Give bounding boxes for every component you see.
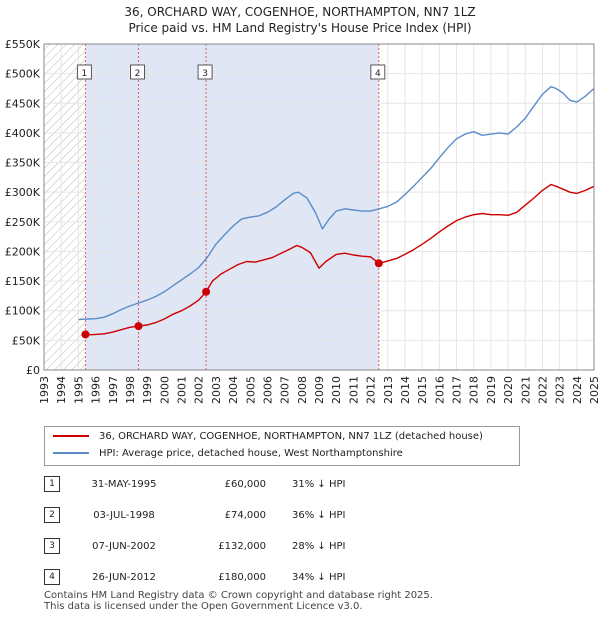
sale-label-box [370, 64, 386, 80]
legend-swatch-property [53, 435, 89, 437]
y-tick-label: £400K [5, 127, 41, 140]
y-tick-label: £250K [5, 216, 41, 229]
ownership-shading [206, 44, 379, 370]
x-tick-label: 2022 [536, 376, 549, 404]
table-row: 1 31-MAY-1995 £60,000 31% ↓ HPI [44, 476, 444, 494]
footer: Contains HM Land Registry data © Crown c… [44, 590, 433, 612]
x-tick-label: 2015 [416, 376, 429, 404]
x-tick-label: 2004 [227, 376, 240, 404]
x-tick-label: 2010 [330, 376, 343, 404]
legend-label-hpi: HPI: Average price, detached house, West… [99, 448, 403, 459]
x-tick-label: 1993 [38, 376, 51, 404]
y-tick-label: £100K [5, 305, 41, 318]
sale-price: £74,000 [224, 510, 266, 521]
chart-title: 36, ORCHARD WAY, COGENHOE, NORTHAMPTON, … [0, 4, 600, 36]
legend-item-property: 36, ORCHARD WAY, COGENHOE, NORTHAMPTON, … [53, 429, 483, 445]
x-tick-label: 2024 [571, 376, 584, 404]
x-tick-label: 2023 [554, 376, 567, 404]
x-tick-label: 2011 [347, 376, 360, 404]
x-tick-label: 2005 [244, 376, 257, 404]
x-tick-label: 2008 [296, 376, 309, 404]
sale-point [374, 259, 383, 268]
hatched-no-data-region [44, 44, 86, 370]
footer-copyright: Contains HM Land Registry data © Crown c… [44, 590, 433, 601]
x-tick-label: 2019 [485, 376, 498, 404]
sale-date: 31-MAY-1995 [91, 479, 157, 490]
sale-label-number: 1 [82, 69, 88, 79]
x-tick-label: 1994 [55, 376, 68, 404]
sale-hpi-diff: 34% ↓ HPI [292, 572, 346, 583]
plot-border [43, 43, 595, 371]
sale-date: 07-JUN-2002 [92, 541, 156, 552]
sale-number-badge: 1 [44, 476, 60, 492]
ownership-shading [85, 44, 139, 370]
sale-hpi-diff: 28% ↓ HPI [292, 541, 346, 552]
x-tick-label: 2025 [588, 376, 600, 404]
x-tick-label: 2017 [451, 376, 464, 404]
hpi-series-line [78, 86, 594, 321]
y-tick-label: £300K [5, 186, 41, 199]
y-tick-label: £150K [5, 275, 41, 288]
x-tick-label: 1999 [141, 376, 154, 404]
sale-hpi-diff: 36% ↓ HPI [292, 510, 346, 521]
price-chart: 1 2 3 4 £0 £50K £100K £150K £200K £250K £300K £350… [5, 38, 600, 404]
y-tick-label: £550K [5, 38, 41, 51]
x-tick-label: 2012 [365, 376, 378, 404]
x-tick-label: 2014 [399, 376, 412, 404]
table-row: 3 07-JUN-2002 £132,000 28% ↓ HPI [44, 538, 444, 556]
x-tick-label: 2016 [433, 376, 446, 404]
x-tick-label: 2013 [382, 376, 395, 404]
title-line-2: Price paid vs. HM Land Registry's House … [128, 21, 472, 35]
table-row: 4 26-JUN-2012 £180,000 34% ↓ HPI [44, 569, 444, 587]
y-tick-label: £200K [5, 245, 41, 258]
sale-number-badge: 2 [44, 507, 60, 523]
x-tick-label: 2020 [502, 376, 515, 404]
title-line-1: 36, ORCHARD WAY, COGENHOE, NORTHAMPTON, … [124, 5, 476, 19]
y-tick-label: £500K [5, 68, 41, 81]
legend-label-property: 36, ORCHARD WAY, COGENHOE, NORTHAMPTON, … [99, 431, 483, 442]
legend-item-hpi: HPI: Average price, detached house, West… [53, 446, 403, 462]
sale-label-box [130, 64, 146, 80]
y-tick-label: £50K [12, 334, 41, 347]
sale-point [202, 287, 211, 296]
x-tick-label: 2007 [279, 376, 292, 404]
x-tick-label: 2002 [193, 376, 206, 404]
x-tick-label: 2009 [313, 376, 326, 404]
x-tick-label: 2021 [519, 376, 532, 404]
sale-price: £132,000 [218, 541, 266, 552]
x-tick-label: 2001 [176, 376, 189, 404]
sale-label-box [76, 64, 92, 80]
ownership-shading [138, 44, 207, 370]
x-tick-label: 1995 [72, 376, 85, 404]
footer-licence: This data is licensed under the Open Gov… [44, 601, 363, 612]
property-series-line [85, 183, 594, 336]
table-row: 2 03-JUL-1998 £74,000 36% ↓ HPI [44, 507, 444, 525]
sale-label-number: 3 [202, 69, 208, 79]
x-tick-label: 2018 [468, 376, 481, 404]
sale-date: 03-JUL-1998 [93, 510, 155, 521]
x-tick-label: 2003 [210, 376, 223, 404]
sale-price: £60,000 [224, 479, 266, 490]
sale-point [81, 330, 90, 339]
x-tick-label: 1997 [107, 376, 120, 404]
sale-price: £180,000 [218, 572, 266, 583]
sale-label-number: 4 [375, 69, 381, 79]
sale-number-badge: 4 [44, 569, 60, 585]
x-tick-label: 1998 [124, 376, 137, 404]
sale-number-badge: 3 [44, 538, 60, 554]
x-tick-label: 1996 [90, 376, 103, 404]
x-tick-label: 2006 [261, 376, 274, 404]
x-tick-label: 2000 [158, 376, 171, 404]
sale-label-number: 2 [135, 69, 141, 79]
y-tick-label: £350K [5, 157, 41, 170]
sale-hpi-diff: 31% ↓ HPI [292, 479, 346, 490]
legend-swatch-hpi [53, 452, 89, 454]
sale-point [134, 322, 143, 331]
y-tick-label: £0 [26, 364, 40, 377]
legend: 36, ORCHARD WAY, COGENHOE, NORTHAMPTON, … [44, 426, 520, 466]
sale-label-box [197, 64, 213, 80]
y-tick-label: £450K [5, 97, 41, 110]
sale-date: 26-JUN-2012 [92, 572, 156, 583]
